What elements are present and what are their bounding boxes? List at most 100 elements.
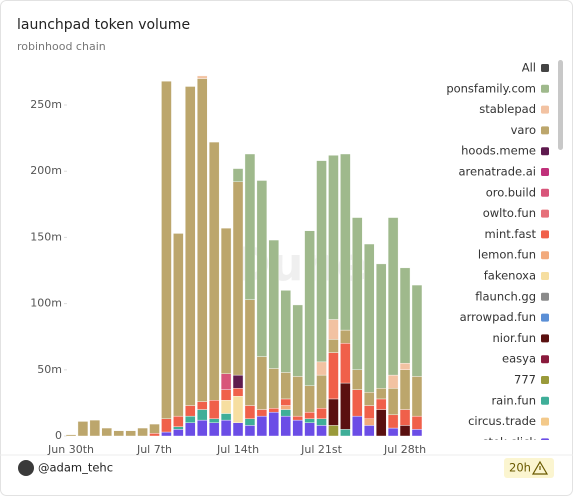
legend-label[interactable]: oro.build <box>486 185 536 199</box>
bar-segment <box>328 339 339 353</box>
bar-segment <box>268 239 280 369</box>
bar-segment <box>411 415 423 430</box>
bar-segment <box>316 407 327 419</box>
bar-segment <box>280 415 291 437</box>
bar-segment <box>220 227 232 374</box>
legend-label[interactable]: stablepad <box>479 102 536 116</box>
legend-swatch <box>541 292 549 301</box>
footer-age: 20h <box>509 461 531 475</box>
legend-swatch <box>541 105 549 114</box>
bar-segment <box>292 419 303 437</box>
legend-label[interactable]: arenatrade.ai <box>459 165 537 179</box>
legend-swatch <box>541 417 549 426</box>
legend-label[interactable]: owlto.fun <box>483 206 536 220</box>
bar-segment <box>399 267 411 364</box>
bar-segment <box>411 376 423 417</box>
y-tick-label: 50m <box>37 363 62 376</box>
bar-segment <box>340 343 351 384</box>
bar-segment <box>244 425 256 437</box>
x-tick-label: Jul 21st <box>300 443 342 456</box>
legend-label[interactable]: hoods.meme <box>461 144 536 158</box>
bar-segment <box>304 411 315 419</box>
legend-label[interactable]: rain.fun <box>491 393 536 407</box>
legend-swatch <box>541 84 549 93</box>
bar-segment <box>411 284 423 377</box>
bar-segment <box>340 382 351 430</box>
footer-user[interactable]: @adam_tehc <box>38 461 113 475</box>
bar-segment <box>208 141 220 401</box>
legend-all: All <box>522 61 536 75</box>
bar-segment <box>256 415 268 437</box>
bar-segment <box>244 418 256 426</box>
bar-segment <box>220 413 232 421</box>
legend-label[interactable]: lemon.fun <box>478 248 536 262</box>
legend-label[interactable]: arrowpad.fun <box>460 310 536 324</box>
bar-segment <box>399 362 411 371</box>
legend-swatch <box>541 376 549 384</box>
legend-swatch <box>541 355 549 364</box>
bar-segment <box>256 180 268 357</box>
bar-segment <box>340 329 351 344</box>
avatar[interactable] <box>18 460 34 476</box>
bar-segment <box>220 419 232 437</box>
bar-segment <box>268 368 280 409</box>
bar-segment <box>280 290 291 373</box>
y-tick-label: 250m <box>30 98 62 111</box>
bar-segment <box>292 304 303 377</box>
bar-segment <box>208 418 220 423</box>
legend-label[interactable]: circus.trade <box>468 414 536 428</box>
age-badge <box>504 458 554 478</box>
x-tick-label: Jul 7th <box>136 443 172 456</box>
legend-swatch <box>541 272 549 280</box>
legend-label[interactable]: varo <box>511 123 536 137</box>
bar-segment <box>292 415 303 421</box>
bar-segment <box>328 352 339 400</box>
bar-segment <box>149 423 160 434</box>
bar-segment <box>173 426 184 430</box>
legend-label[interactable]: mint.fast <box>485 227 537 241</box>
bar-segment <box>173 233 184 417</box>
bar-segment <box>364 392 375 406</box>
bar-segment <box>65 434 77 437</box>
scrollbar[interactable] <box>558 60 563 150</box>
legend-label[interactable]: fakenoxa <box>484 269 536 283</box>
x-tick-label: Jul 14th <box>216 443 259 456</box>
bar-segment <box>304 418 315 423</box>
legend-label[interactable]: nior.fun <box>493 331 536 345</box>
bar-segment <box>149 433 160 437</box>
bar-segment <box>316 361 327 376</box>
legend-label[interactable]: flaunch.gg <box>475 289 536 303</box>
bar-segment <box>280 372 291 400</box>
bar-segment <box>387 414 399 429</box>
warning-icon <box>531 460 549 475</box>
bar-segment <box>208 400 220 419</box>
legend-label[interactable]: easya <box>502 352 536 366</box>
bar-segment <box>125 430 136 437</box>
bar-segment <box>77 421 89 437</box>
legend-label[interactable]: stok.click <box>482 435 536 449</box>
bar-segment <box>185 86 196 406</box>
y-tick-label: 150m <box>30 230 62 243</box>
legend-swatch <box>541 168 549 176</box>
bar-segment <box>89 419 101 437</box>
bar-segment <box>268 411 280 437</box>
bar-segment <box>256 356 268 410</box>
legend-label[interactable]: ponsfamily.com <box>446 81 536 95</box>
bar-segment <box>220 373 232 390</box>
bar-segment <box>387 217 399 376</box>
legend-swatch <box>541 396 549 405</box>
legend-swatch <box>541 251 549 260</box>
legend-swatch <box>541 230 549 239</box>
x-tick-label: Jul 28th <box>383 443 426 456</box>
bar-segment <box>304 385 315 413</box>
bar-segment <box>364 243 375 393</box>
bar-segment <box>352 369 363 390</box>
legend-label[interactable]: 777 <box>514 373 536 387</box>
bar-segment <box>328 398 339 426</box>
y-tick-label: 0 <box>55 429 62 442</box>
bar-segment <box>304 422 315 437</box>
bar-segment <box>328 155 339 320</box>
legend-swatch <box>541 188 549 197</box>
bar-segment <box>280 409 291 417</box>
legend-swatch <box>541 313 549 322</box>
